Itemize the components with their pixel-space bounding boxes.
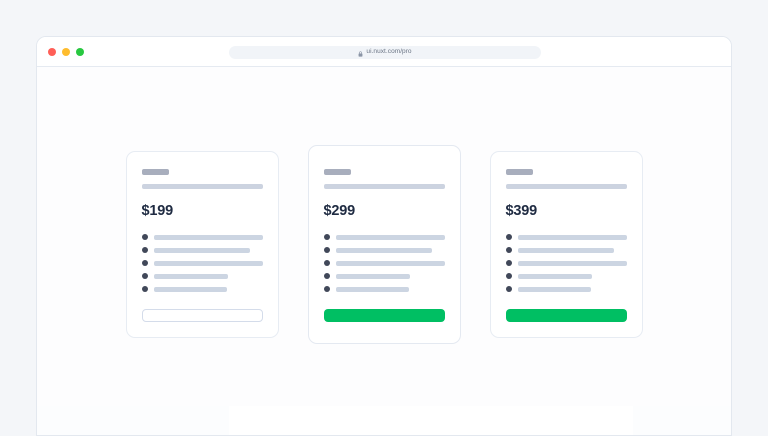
feature-item xyxy=(323,272,445,280)
check-bullet-icon xyxy=(141,272,148,280)
feature-list xyxy=(505,233,627,293)
feature-text-skeleton xyxy=(336,260,445,266)
tier-name-skeleton xyxy=(323,169,351,175)
check-bullet-icon xyxy=(323,285,330,293)
feature-text-skeleton xyxy=(154,234,263,240)
check-bullet-icon xyxy=(323,259,330,267)
tier-description-skeleton xyxy=(505,184,627,189)
check-bullet-icon xyxy=(323,246,330,254)
feature-item xyxy=(141,285,263,293)
feature-item xyxy=(505,285,627,293)
lower-section-panel xyxy=(229,406,633,435)
feature-item xyxy=(505,259,627,267)
close-window-button[interactable] xyxy=(48,48,56,56)
pricing-grid: $199 xyxy=(37,145,731,344)
feature-text-skeleton xyxy=(518,247,614,253)
check-bullet-icon xyxy=(141,259,148,267)
browser-window: ui.nuxt.com/pro $199 xyxy=(36,36,732,436)
pricing-card-2[interactable]: $299 xyxy=(307,145,461,344)
feature-item xyxy=(141,246,263,254)
subscribe-button[interactable] xyxy=(141,308,263,322)
pricing-card-1[interactable]: $199 xyxy=(125,151,279,338)
feature-item xyxy=(505,246,627,254)
check-bullet-icon xyxy=(141,285,148,293)
tier-description-skeleton xyxy=(323,184,445,189)
feature-item xyxy=(323,259,445,267)
price-amount: $299 xyxy=(323,203,356,219)
browser-titlebar: ui.nuxt.com/pro xyxy=(37,37,731,67)
feature-text-skeleton xyxy=(154,273,228,279)
feature-text-skeleton xyxy=(518,260,627,266)
feature-text-skeleton xyxy=(336,286,409,292)
lock-icon xyxy=(358,44,363,62)
feature-item xyxy=(141,233,263,241)
minimize-window-button[interactable] xyxy=(62,48,70,56)
feature-item xyxy=(141,259,263,267)
feature-item xyxy=(505,233,627,241)
page-viewport: $199 xyxy=(37,67,731,435)
tier-name-skeleton xyxy=(505,169,533,175)
window-controls xyxy=(48,48,84,56)
price-amount: $199 xyxy=(141,203,174,219)
pricing-card-3[interactable]: $399 xyxy=(489,151,643,338)
feature-text-skeleton xyxy=(154,286,227,292)
check-bullet-icon xyxy=(505,233,512,241)
url-text: ui.nuxt.com/pro xyxy=(366,48,412,56)
feature-text-skeleton xyxy=(518,286,591,292)
feature-item xyxy=(505,272,627,280)
feature-text-skeleton xyxy=(518,234,627,240)
feature-item xyxy=(141,272,263,280)
check-bullet-icon xyxy=(505,259,512,267)
feature-list xyxy=(141,233,263,293)
feature-text-skeleton xyxy=(336,247,432,253)
feature-list xyxy=(323,233,445,293)
price-amount: $399 xyxy=(505,203,538,219)
feature-text-skeleton xyxy=(154,260,263,266)
check-bullet-icon xyxy=(141,246,148,254)
feature-text-skeleton xyxy=(336,273,410,279)
check-bullet-icon xyxy=(505,246,512,254)
feature-text-skeleton xyxy=(518,273,592,279)
feature-text-skeleton xyxy=(154,247,250,253)
address-bar[interactable]: ui.nuxt.com/pro xyxy=(229,46,541,59)
subscribe-button[interactable] xyxy=(323,308,445,322)
check-bullet-icon xyxy=(505,285,512,293)
tier-description-skeleton xyxy=(141,184,263,189)
check-bullet-icon xyxy=(323,272,330,280)
maximize-window-button[interactable] xyxy=(76,48,84,56)
subscribe-button[interactable] xyxy=(505,308,627,322)
feature-item xyxy=(323,246,445,254)
lower-section-band xyxy=(37,406,731,435)
feature-item xyxy=(323,233,445,241)
feature-item xyxy=(323,285,445,293)
check-bullet-icon xyxy=(141,233,148,241)
feature-text-skeleton xyxy=(336,234,445,240)
check-bullet-icon xyxy=(323,233,330,241)
check-bullet-icon xyxy=(505,272,512,280)
tier-name-skeleton xyxy=(141,169,169,175)
